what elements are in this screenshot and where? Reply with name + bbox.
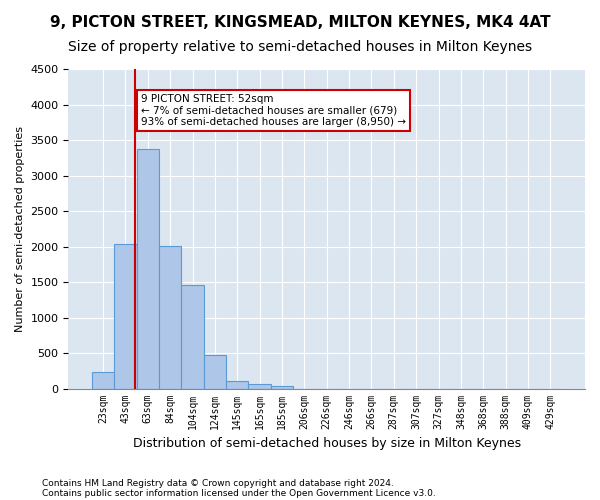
Bar [226,382,248,388]
Text: 9, PICTON STREET, KINGSMEAD, MILTON KEYNES, MK4 4AT: 9, PICTON STREET, KINGSMEAD, MILTON KEYN… [50,15,550,30]
X-axis label: Distribution of semi-detached houses by size in Milton Keynes: Distribution of semi-detached houses by … [133,437,521,450]
Bar [92,372,114,388]
Text: Contains public sector information licensed under the Open Government Licence v3: Contains public sector information licen… [42,488,436,498]
Y-axis label: Number of semi-detached properties: Number of semi-detached properties [15,126,25,332]
Text: 9 PICTON STREET: 52sqm
← 7% of semi-detached houses are smaller (679)
93% of sem: 9 PICTON STREET: 52sqm ← 7% of semi-deta… [141,94,406,127]
Text: Size of property relative to semi-detached houses in Milton Keynes: Size of property relative to semi-detach… [68,40,532,54]
Bar [271,386,293,388]
Bar [137,148,159,388]
Bar [159,246,181,388]
Bar [248,384,271,388]
Bar [204,355,226,388]
Text: Contains HM Land Registry data © Crown copyright and database right 2024.: Contains HM Land Registry data © Crown c… [42,478,394,488]
Bar [181,285,204,389]
Bar [114,244,137,388]
